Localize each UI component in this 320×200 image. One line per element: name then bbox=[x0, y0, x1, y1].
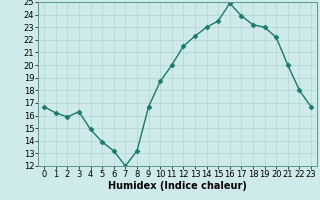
X-axis label: Humidex (Indice chaleur): Humidex (Indice chaleur) bbox=[108, 181, 247, 191]
